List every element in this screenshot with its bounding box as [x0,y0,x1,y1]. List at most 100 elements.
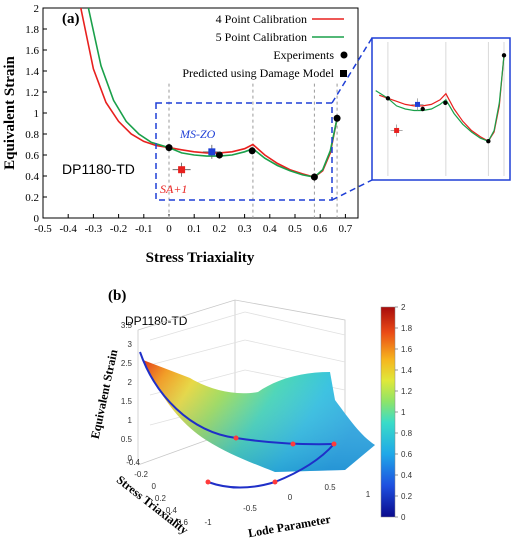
experiment-point [215,151,223,159]
colorbar-ticks: 0 0.2 0.4 0.6 0.8 1 1.2 1.4 1.6 1.8 2 [395,303,413,522]
x-tick-label: 0.4 [263,223,277,235]
inset-experiment-point [443,100,448,106]
z-tick: 1.5 [121,397,133,406]
x-tick-label: -0.4 [59,223,77,235]
y-tick-label: 0.6 [25,150,39,162]
inset-experiment-point [501,53,507,58]
colorbar-tick-label: 0.4 [401,471,413,480]
zoom-inset-content [375,42,507,176]
legend-marker-experiments [340,51,348,59]
colorbar-tick-label: 0 [401,513,406,522]
lode-tick: -0.5 [243,504,257,513]
y-tick-label: 1.8 [25,24,39,36]
inset-experiment-point [486,139,491,144]
locus-point [205,479,211,485]
label-ms-zo: MS-ZO [179,127,216,141]
panel-b-material: DP1180-TD [125,314,188,328]
triax-tick: 0 [152,482,157,491]
legend-label-4pt: 4 Point Calibration [216,12,307,26]
experiment-point [310,173,318,181]
z-tick: 0.5 [121,435,133,444]
lode-ticks: -1 -0.5 0 0.5 1 [204,483,370,527]
x-tick-label: -0.5 [34,223,52,235]
x-tick-label: 0.5 [288,223,302,235]
panel-a: 0 0.2 0.4 0.6 0.8 1 1.2 1.4 1.6 1.8 2 -0.5 -0.4 -0.3… [2,3,511,266]
zoom-region [155,102,333,201]
panel-b-label: (b) [108,288,126,304]
predicted-point [208,148,216,156]
z-tick: 3 [128,340,133,349]
series-5-point [87,7,338,178]
zoom-connector-top [331,37,373,104]
legend-marker-predicted [340,70,347,77]
y-tick-label: 0 [34,213,40,225]
experiment-point [333,114,341,122]
data-markers [165,114,341,181]
z-axis-title: Equivalent Strain [88,348,121,440]
x-tick-label: 0.2 [213,223,227,235]
y-tick-label: 0.8 [25,129,39,141]
legend-label-predicted: Predicted using Damage Model [182,66,334,80]
experiment-point [165,144,173,152]
y-axis-title: Equivalent Strain [2,55,18,169]
triax-tick: 0.2 [155,494,167,503]
lode-tick: 1 [366,490,371,499]
z-tick: 0 [128,454,133,463]
panel-a-material: DP1180-TD [62,161,135,177]
zoom-connector-bottom [331,179,373,201]
colorbar-tick-label: 1.6 [401,345,413,354]
legend-label-5pt: 5 Point Calibration [216,30,307,44]
colorbar-tick-label: 2 [401,303,406,312]
y-tick-label: 0.4 [25,171,39,183]
colorbar-tick-label: 0.2 [401,492,413,501]
legend-label-experiments: Experiments [273,48,334,62]
triax-tick: 0.4 [166,506,178,515]
colorbar-tick-label: 1.8 [401,324,413,333]
lode-tick: 0.5 [324,483,336,492]
zoom-inset [371,37,511,181]
z-tick: 1 [128,416,133,425]
legend: 4 Point Calibration 5 Point Calibration … [182,12,348,80]
plot-frame [42,7,359,219]
y-tick-label: 1.6 [25,45,39,57]
panel-b: (b) DP1180-TD [88,288,413,540]
colorbar-tick-label: 1 [401,408,406,417]
lode-tick: -1 [204,518,212,527]
triax-tick: 0.6 [177,518,189,527]
x-tick-label: 0.1 [187,223,201,235]
x-tick-label: 0.6 [313,223,327,235]
failure-surface-shade [143,360,375,472]
x-tick-label: -0.3 [85,223,103,235]
z-axis-ticks: 3.5 3 2.5 2 1.5 1 0.5 0 [121,321,133,463]
triax-tick: -0.2 [134,470,148,479]
triaxiality-ticks: -0.4 -0.2 0 0.2 0.4 0.6 [126,458,188,527]
y-tick-label: 2 [34,3,40,15]
y-tick-label: 1.2 [25,87,39,99]
x-tick-label: 0.7 [339,223,353,235]
inset-experiment-point [385,96,391,101]
zoom-inset-frame [371,37,511,181]
locus-point [331,441,337,447]
inset-series-5-point [375,55,505,142]
locus-point [233,435,239,441]
experiment-point [248,147,256,155]
z-tick: 2 [128,378,133,387]
x-tick-label: 0.3 [238,223,252,235]
colorbar-tick-label: 0.8 [401,429,413,438]
inset-predicted-point [394,127,400,133]
lode-axis-title: Lode Parameter [247,512,332,540]
y-tick-label: 0.2 [25,192,39,204]
z-tick: 3.5 [121,321,133,330]
colorbar-tick-label: 1.2 [401,387,413,396]
inset-experiment-point [420,106,425,112]
x-axis-title: Stress Triaxiality [146,250,255,266]
predicted-point [178,166,186,174]
colorbar [380,306,396,518]
colorbar-tick-label: 1.4 [401,366,413,375]
x-tick-label: -0.1 [135,223,152,235]
lode-tick: 0 [288,493,293,502]
x-axis-ticks: -0.5 -0.4 -0.3 -0.2 -0.1 0 0.1 0.2 0.3 0.4 0.5 0.6 0… [34,214,353,235]
y-axis-ticks: 0 0.2 0.4 0.6 0.8 1 1.2 1.4 1.6 1.8 2 [25,3,47,225]
colorbar-tick-label: 0.6 [401,450,413,459]
